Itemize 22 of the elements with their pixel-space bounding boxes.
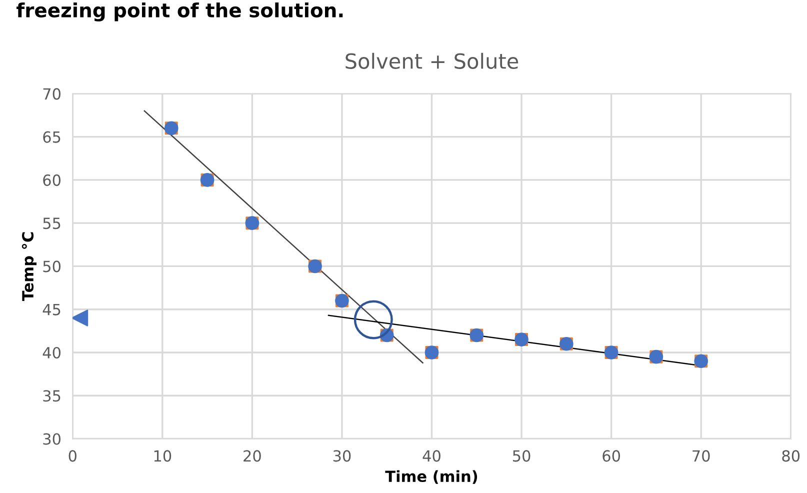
text: freezing point of the solution. <box>16 2 343 22</box>
x-axis-title: Time (min) <box>385 470 478 484</box>
y-tick-label: 60 <box>43 174 61 186</box>
chart-title: Solvent + Solute <box>346 52 518 69</box>
x-tick-label: 40 <box>422 450 440 462</box>
x-tick-label: 80 <box>782 450 800 462</box>
x-tick-label: 20 <box>244 450 261 462</box>
y-tick-label: 65 <box>43 131 60 143</box>
x-tick-label: 10 <box>154 450 172 462</box>
y-tick-label: 70 <box>43 88 61 100</box>
y-tick-label: 55 <box>43 218 60 230</box>
y-axis-title: Temp °C <box>22 232 37 302</box>
x-tick-label: 50 <box>512 450 530 462</box>
y-tick-label: 50 <box>43 260 61 272</box>
x-tick-label: 60 <box>602 450 620 462</box>
y-tick-label: 35 <box>43 390 60 402</box>
x-tick-label: 0 <box>68 450 76 462</box>
y-tick-label: 45 <box>42 304 60 316</box>
x-tick-label: 30 <box>333 450 351 462</box>
x-tick-label: 70 <box>692 450 710 462</box>
y-tick-label: 40 <box>42 346 61 359</box>
y-tick-label: 30 <box>43 433 61 445</box>
